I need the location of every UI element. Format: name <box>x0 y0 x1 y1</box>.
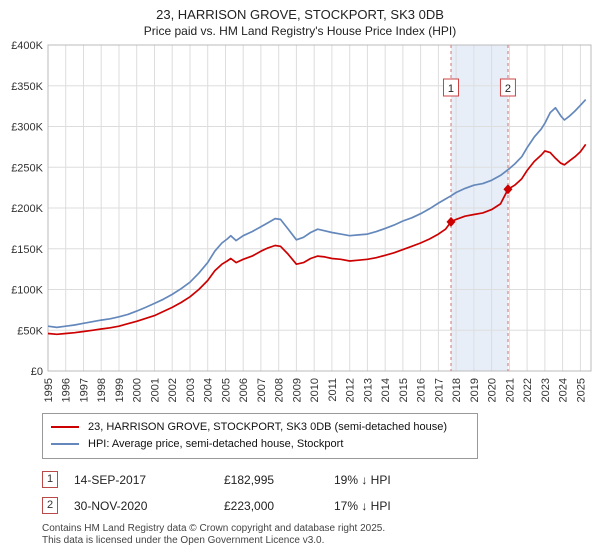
svg-text:2013: 2013 <box>362 378 374 402</box>
svg-text:£0: £0 <box>31 366 43 378</box>
sale-number-label: 1 <box>448 83 454 95</box>
hpi-line-swatch <box>51 443 79 446</box>
svg-text:2008: 2008 <box>274 378 286 402</box>
svg-text:2005: 2005 <box>221 378 233 402</box>
price-history-chart: £0 £50K £100K £150K £200K £250K £300K £350K £400… <box>0 39 600 411</box>
chart-legend: 23, HARRISON GROVE, STOCKPORT, SK3 0DB (… <box>42 413 478 459</box>
sale-annotations: 1 14-SEP-2017 £182,995 19% ↓ HPI 2 30-NO… <box>42 471 600 514</box>
svg-text:2025: 2025 <box>575 378 587 402</box>
svg-text:2010: 2010 <box>309 378 321 402</box>
svg-text:2024: 2024 <box>558 378 570 402</box>
sale-number-box <box>499 78 516 97</box>
svg-text:2000: 2000 <box>132 378 144 402</box>
x-axis-labels: 1995 1996 1997 1998 1999 2000 2001 2002 2003 2004… <box>43 378 587 402</box>
sale-2-hpi-delta: 17% ↓ HPI <box>334 498 391 513</box>
svg-text:2020: 2020 <box>487 378 499 402</box>
house-price-chart-page: 23, HARRISON GROVE, STOCKPORT, SK3 0DB P… <box>0 7 600 547</box>
license-footer: Contains HM Land Registry data © Crown c… <box>42 523 600 547</box>
svg-text:2012: 2012 <box>345 378 357 402</box>
svg-text:£150K: £150K <box>11 244 43 256</box>
page-title: 23, HARRISON GROVE, STOCKPORT, SK3 0DB <box>156 7 444 22</box>
svg-text:1997: 1997 <box>79 378 91 402</box>
sale-point-marker <box>503 184 513 195</box>
svg-text:2014: 2014 <box>380 378 392 402</box>
sale-annotation-row-2: 2 30-NOV-2020 £223,000 17% ↓ HPI <box>42 497 600 514</box>
svg-text:2006: 2006 <box>238 378 250 402</box>
svg-text:1998: 1998 <box>96 378 108 402</box>
gridlines <box>47 44 591 372</box>
svg-text:2001: 2001 <box>150 378 162 402</box>
svg-text:2017: 2017 <box>433 378 445 402</box>
plot-border <box>47 44 592 372</box>
svg-text:2011: 2011 <box>327 378 339 402</box>
legend-label-property: 23, HARRISON GROVE, STOCKPORT, SK3 0DB (… <box>88 421 448 433</box>
sale-2-price: £223,000 <box>224 498 275 513</box>
svg-text:£350K: £350K <box>11 81 43 93</box>
svg-text:£300K: £300K <box>11 122 43 134</box>
sale-2-number-box: 2 <box>42 497 58 514</box>
svg-text:1995: 1995 <box>43 378 55 402</box>
svg-text:2002: 2002 <box>167 378 179 402</box>
legend-item-hpi: HPI: Average price, semi-detached house,… <box>51 436 469 453</box>
property-line-swatch <box>51 426 79 429</box>
price-history-chart-svg: £0 £50K £100K £150K £200K £250K £300K £350K £400… <box>11 40 592 402</box>
svg-text:1996: 1996 <box>61 378 73 402</box>
hpi-line <box>47 99 587 329</box>
svg-text:2004: 2004 <box>203 378 215 402</box>
y-axis-labels: £0 £50K £100K £150K £200K £250K £300K £350K £400… <box>11 40 43 378</box>
sale-number-label: 2 <box>505 83 511 95</box>
svg-text:2022: 2022 <box>522 378 534 402</box>
sale-1-hpi-delta: 19% ↓ HPI <box>334 472 391 487</box>
svg-text:£50K: £50K <box>17 325 43 337</box>
sale-1-price: £182,995 <box>224 472 275 487</box>
sale-1-date: 14-SEP-2017 <box>74 472 147 487</box>
sale-point-marker <box>446 216 456 227</box>
svg-text:£200K: £200K <box>11 203 43 215</box>
svg-text:2009: 2009 <box>291 378 303 402</box>
legend-label-hpi: HPI: Average price, semi-detached house,… <box>88 438 344 450</box>
sale-annotation-row-1: 1 14-SEP-2017 £182,995 19% ↓ HPI <box>42 471 600 488</box>
svg-text:£100K: £100K <box>11 285 43 297</box>
svg-text:2007: 2007 <box>256 378 268 402</box>
svg-text:£250K: £250K <box>11 162 43 174</box>
svg-text:2023: 2023 <box>540 378 552 402</box>
svg-text:2003: 2003 <box>185 378 197 402</box>
legend-item-property: 23, HARRISON GROVE, STOCKPORT, SK3 0DB (… <box>51 419 469 436</box>
svg-text:1999: 1999 <box>114 378 126 402</box>
footer-line-2: This data is licensed under the Open Gov… <box>42 535 325 546</box>
svg-text:2016: 2016 <box>416 378 428 402</box>
svg-text:2015: 2015 <box>398 378 410 402</box>
sale-number-box <box>442 78 459 97</box>
sale-1-number-box: 1 <box>42 471 58 488</box>
svg-text:2019: 2019 <box>469 378 481 402</box>
sale-2-date: 30-NOV-2020 <box>74 498 148 513</box>
property-price-line <box>47 143 587 336</box>
svg-text:2018: 2018 <box>451 378 463 402</box>
footer-line-1: Contains HM Land Registry data © Crown c… <box>42 523 386 534</box>
svg-text:2021: 2021 <box>504 378 516 402</box>
page-subtitle: Price paid vs. HM Land Registry's House … <box>143 24 457 38</box>
svg-text:£400K: £400K <box>11 40 43 52</box>
